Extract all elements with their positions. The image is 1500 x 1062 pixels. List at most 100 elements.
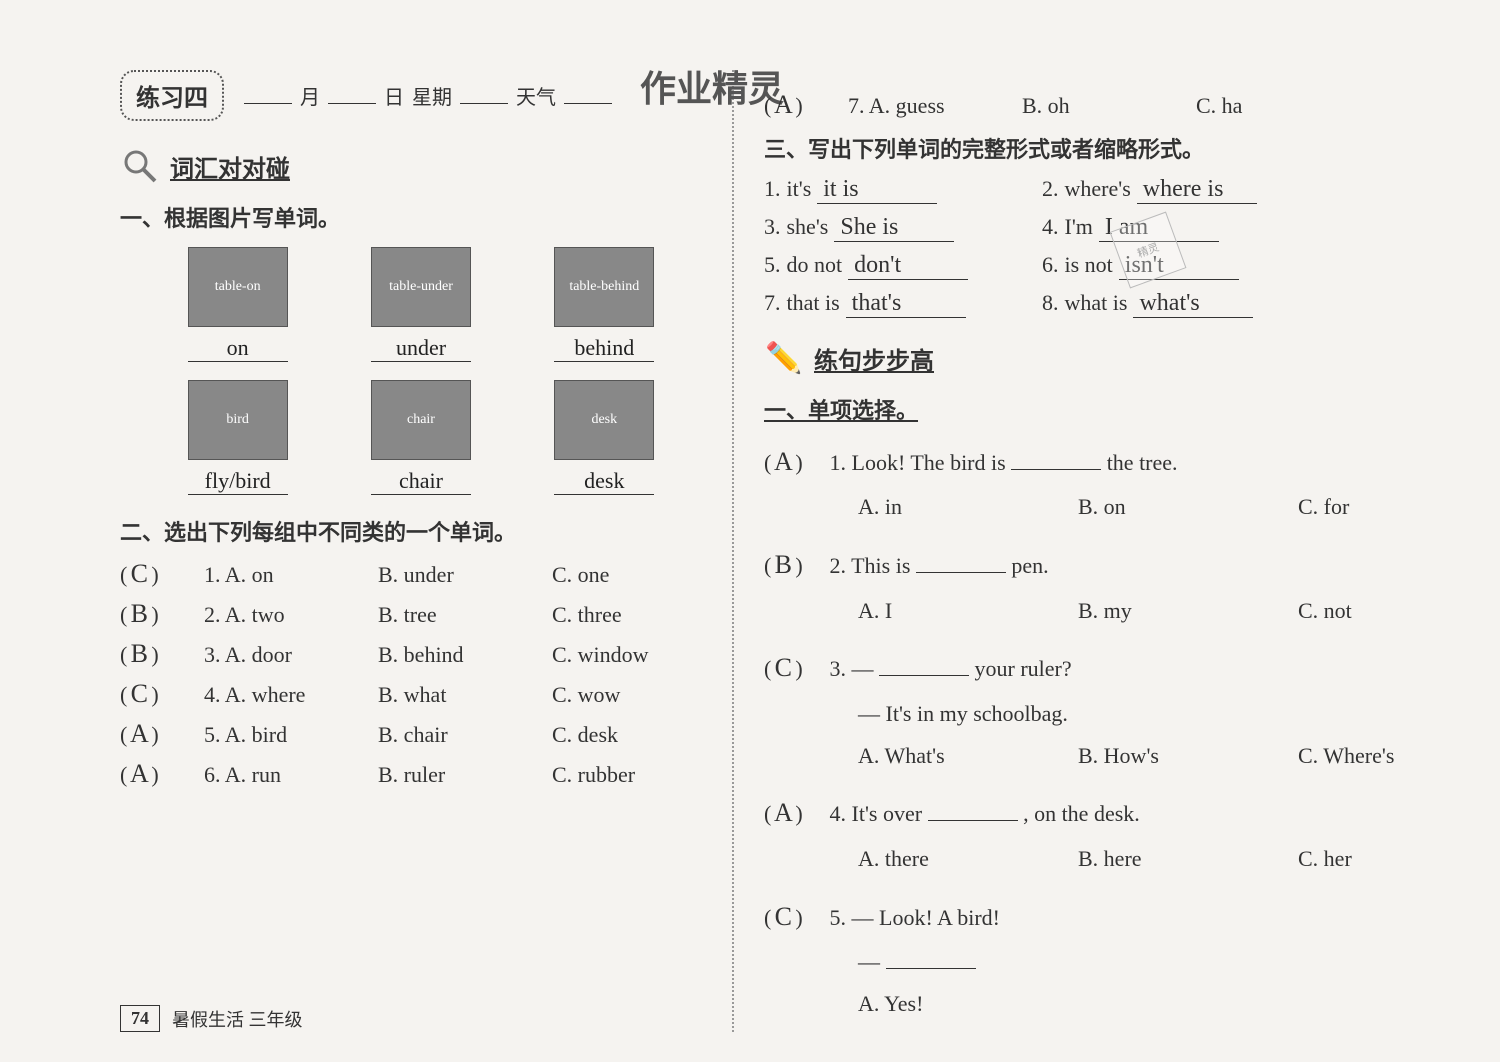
q2-answer: A: [127, 759, 151, 789]
mc-num: 5.: [830, 905, 847, 930]
q3-answer: what's: [1133, 290, 1253, 318]
image-placeholder: desk: [554, 380, 654, 460]
paren: (C): [120, 559, 180, 589]
q2-opt-c: C. desk: [552, 722, 702, 748]
q3-num: 4.: [1042, 214, 1059, 240]
q2-row: (B) 2. A. two B. tree C. three: [120, 599, 702, 629]
paren: (C): [764, 643, 824, 692]
mc-stem-pre: This is: [851, 553, 916, 578]
q3-row-1: 1. it's it is 2. where's where is: [764, 176, 1478, 204]
image-cell-1: table-under under: [343, 247, 498, 362]
mc-opts: A. Yes!: [858, 983, 1478, 1025]
q2-answer: A: [127, 719, 151, 749]
mc-row: (C) 3. — your ruler? — It's in my school…: [764, 643, 1478, 776]
q3-num: 6.: [1042, 252, 1059, 278]
q2-opt-c: C. wow: [552, 682, 702, 708]
section-sentence-text: 练句步步高: [814, 341, 934, 376]
q3-num: 5.: [764, 252, 781, 278]
mc-heading: 一、单项选择。: [764, 393, 1478, 425]
mc-stem-pre: It's over: [852, 801, 928, 826]
blank: [1011, 452, 1101, 470]
mc-opts: A. in B. on C. for: [858, 486, 1478, 528]
blank: [886, 951, 976, 969]
q2-opt-b: B. behind: [378, 642, 528, 668]
q2-opt-a: 4. A. where: [204, 682, 354, 708]
blank: [916, 555, 1006, 573]
mc-num: 2.: [830, 553, 847, 578]
q3-prompt: is not: [1065, 252, 1113, 278]
image-placeholder: chair: [371, 380, 471, 460]
image-cell-0: table-on on: [160, 247, 315, 362]
mc-opt-b: B. here: [1078, 838, 1258, 880]
mc-stem-pre: — Look! A bird!: [852, 905, 1001, 930]
q2-row: (B) 3. A. door B. behind C. window: [120, 639, 702, 669]
q1-heading: 一、根据图片写单词。: [120, 201, 702, 233]
q2-heading: 二、选出下列每组中不同类的一个单词。: [120, 515, 702, 547]
left-column: 练习四 月 日 星期 天气 词汇对对碰 一、根据图片写单词。 table-on: [120, 70, 702, 1032]
section-sentence-title: ✏️ 练句步步高: [764, 338, 1478, 378]
q3-item: 8. what is what's: [1042, 290, 1302, 318]
q3-prompt: do not: [787, 252, 843, 278]
q2-list: (C) 1. A. on B. under C. one (B) 2. A. t…: [120, 559, 702, 789]
mc-stem-post: , on the desk.: [1018, 801, 1140, 826]
image-cell-3: bird fly/bird: [160, 380, 315, 495]
paren: (B): [120, 639, 180, 669]
footer-text: 暑假生活 三年级: [172, 1006, 303, 1032]
image-grid: table-on on table-under under table-behi…: [160, 247, 682, 495]
mc-opt-a: A. Yes!: [858, 983, 1038, 1025]
page-footer: 74 暑假生活 三年级: [120, 1005, 303, 1032]
blank: [928, 803, 1018, 821]
mc-line2: —: [858, 941, 1478, 983]
q2-opt-a: 2. A. two: [204, 602, 354, 628]
paren: (A): [764, 788, 824, 837]
image-placeholder: table-on: [188, 247, 288, 327]
mc-row: (A) 4. It's over , on the desk. A. there…: [764, 788, 1478, 879]
q3-prompt: what is: [1065, 290, 1128, 316]
mc-row: (B) 2. This is pen. A. I B. my C. not: [764, 540, 1478, 631]
q2-opt-c: C. rubber: [552, 762, 702, 788]
q3-item: 5. do not don't: [764, 252, 1024, 280]
q2-answer: C: [127, 559, 151, 589]
image-placeholder: table-under: [371, 247, 471, 327]
mc-opts: A. there B. here C. her: [858, 838, 1478, 880]
weather-label: 天气: [516, 81, 556, 110]
q3-answer: She is: [834, 214, 954, 242]
paren: (B): [764, 540, 824, 589]
mc-opt-b: B. my: [1078, 590, 1258, 632]
mc-num: 3.: [830, 656, 847, 681]
date-line: 月 日 星期 天气: [244, 81, 612, 110]
blank: [879, 658, 969, 676]
paren: (C): [764, 892, 824, 941]
q3-prompt: it's: [787, 176, 812, 202]
mc-opts: A. What's B. How's C. Where's: [858, 735, 1478, 777]
mc-opt-a: A. I: [858, 590, 1038, 632]
q2-row: (A) 6. A. run B. ruler C. rubber: [120, 759, 702, 789]
paren: (B): [120, 599, 180, 629]
mc-opt-c: C. her: [1298, 838, 1478, 880]
q2-opt-b: B. oh: [1022, 93, 1172, 119]
mc-answer: B: [771, 540, 795, 589]
q2-opt-b: B. tree: [378, 602, 528, 628]
q2-opt-b: B. chair: [378, 722, 528, 748]
mc-answer: A: [771, 437, 795, 486]
paren: (A): [764, 437, 824, 486]
image-answer: fly/bird: [188, 468, 288, 495]
q3-num: 8.: [1042, 290, 1059, 316]
q3-num: 2.: [1042, 176, 1059, 202]
q3-row-4: 7. that is that's 8. what is what's: [764, 290, 1478, 318]
q2-answer: B: [127, 599, 151, 629]
q3-item: 1. it's it is: [764, 176, 1024, 204]
q2-answer: A: [771, 90, 795, 120]
image-answer: on: [188, 335, 288, 362]
mc-opts: A. I B. my C. not: [858, 590, 1478, 632]
mc-line2: — It's in my schoolbag.: [858, 693, 1478, 735]
q3-prompt: she's: [787, 214, 829, 240]
image-answer: under: [371, 335, 471, 362]
image-answer: desk: [554, 468, 654, 495]
q2-opt-b: B. what: [378, 682, 528, 708]
day-blank: [328, 84, 376, 104]
magnifier-icon: [120, 146, 160, 186]
mc-stem-pre: —: [852, 656, 880, 681]
q2-opt-b: B. ruler: [378, 762, 528, 788]
paren: (C): [120, 679, 180, 709]
